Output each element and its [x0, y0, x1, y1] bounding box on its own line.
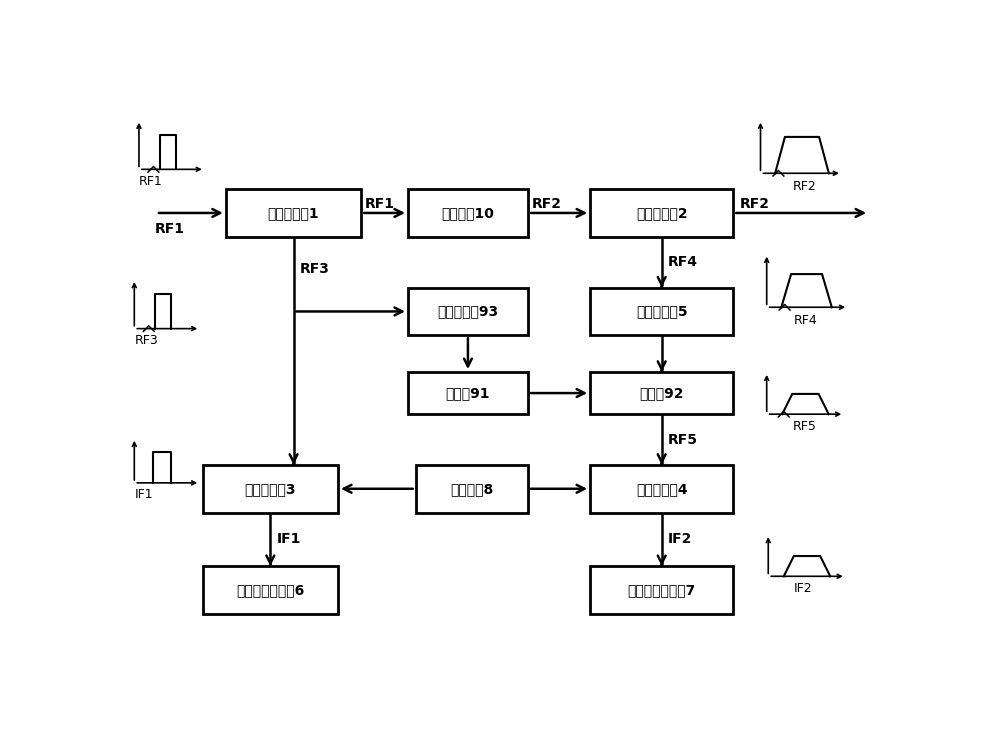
Text: 第二衰减器93: 第二衰减器93: [437, 304, 498, 319]
Text: 移相器91: 移相器91: [446, 386, 490, 400]
Text: 第一衰减器5: 第一衰减器5: [636, 304, 688, 319]
Bar: [590, 189, 733, 237]
Bar: [408, 287, 528, 336]
Text: RF4: RF4: [668, 255, 698, 269]
Bar: [590, 372, 733, 414]
Text: 合路器92: 合路器92: [639, 386, 684, 400]
Bar: [590, 287, 733, 336]
Text: RF4: RF4: [794, 314, 818, 327]
Text: 第二模数转换器7: 第二模数转换器7: [628, 583, 696, 597]
Text: RF5: RF5: [668, 433, 698, 447]
Bar: [416, 465, 528, 512]
Bar: [202, 566, 338, 614]
Text: 第一混频器3: 第一混频器3: [245, 482, 296, 496]
Text: 第一模数转换器6: 第一模数转换器6: [236, 583, 304, 597]
Text: 第二耦合器2: 第二耦合器2: [636, 206, 688, 220]
Text: 第一耦合器1: 第一耦合器1: [268, 206, 319, 220]
Text: IF2: IF2: [668, 532, 692, 547]
Text: IF2: IF2: [794, 582, 812, 595]
Text: RF5: RF5: [792, 420, 816, 433]
Text: RF2: RF2: [793, 180, 817, 193]
Text: RF3: RF3: [134, 334, 158, 347]
Bar: [408, 189, 528, 237]
Bar: [226, 189, 361, 237]
Text: RF2: RF2: [532, 197, 562, 211]
Text: 射频功放10: 射频功放10: [442, 206, 494, 220]
Text: RF1: RF1: [365, 197, 395, 211]
Text: RF2: RF2: [740, 197, 770, 211]
Bar: [202, 465, 338, 512]
Bar: [590, 566, 733, 614]
Text: IF1: IF1: [134, 488, 153, 501]
Text: RF1: RF1: [139, 175, 163, 188]
Text: RF3: RF3: [300, 262, 330, 276]
Text: IF1: IF1: [277, 532, 301, 547]
Bar: [590, 465, 733, 512]
Text: RF1: RF1: [154, 221, 184, 235]
Text: 第二混频器4: 第二混频器4: [636, 482, 688, 496]
Text: 本振模块8: 本振模块8: [450, 482, 493, 496]
Bar: [408, 372, 528, 414]
